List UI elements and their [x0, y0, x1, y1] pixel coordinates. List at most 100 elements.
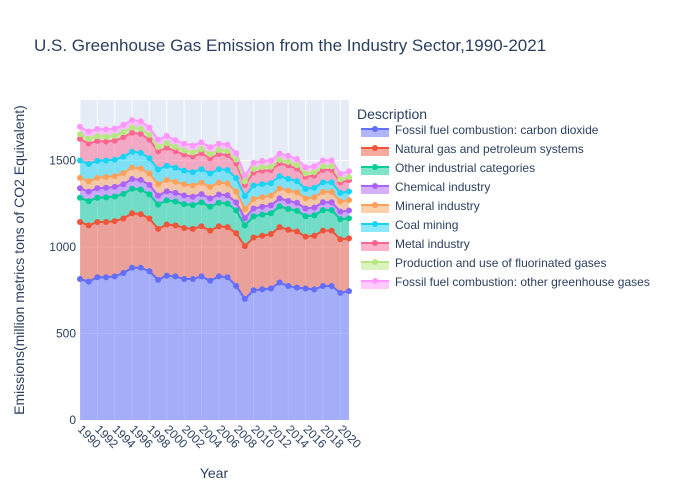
series-1-point[interactable]	[207, 277, 214, 284]
series-4-point[interactable]	[120, 181, 127, 188]
series-2-point[interactable]	[137, 211, 144, 218]
series-9-point[interactable]	[285, 152, 292, 159]
series-6-point[interactable]	[137, 149, 144, 156]
series-3-point[interactable]	[137, 186, 144, 193]
series-4-point[interactable]	[259, 203, 266, 210]
series-5-point[interactable]	[259, 194, 266, 201]
series-5-point[interactable]	[77, 174, 83, 181]
series-7-point[interactable]	[94, 137, 101, 144]
series-1-point[interactable]	[77, 276, 83, 283]
series-5-point[interactable]	[207, 184, 214, 191]
series-2-point[interactable]	[293, 228, 300, 235]
series-4-point[interactable]	[103, 184, 110, 191]
series-6-point[interactable]	[94, 157, 101, 164]
series-2-point[interactable]	[276, 224, 283, 231]
series-6-point[interactable]	[77, 157, 83, 164]
series-5-point[interactable]	[111, 173, 118, 180]
series-4-point[interactable]	[328, 199, 335, 206]
series-5-point[interactable]	[120, 170, 127, 177]
series-9-point[interactable]	[181, 140, 188, 147]
series-8-point[interactable]	[328, 163, 335, 170]
series-2-point[interactable]	[198, 223, 205, 230]
series-5-point[interactable]	[328, 188, 335, 195]
series-8-point[interactable]	[146, 131, 153, 138]
series-1-point[interactable]	[293, 284, 300, 291]
series-6-point[interactable]	[233, 175, 240, 182]
series-7-point[interactable]	[111, 137, 118, 144]
series-8-point[interactable]	[346, 174, 352, 181]
series-5-point[interactable]	[103, 173, 110, 180]
series-8-point[interactable]	[267, 163, 274, 170]
series-4-point[interactable]	[163, 188, 170, 195]
series-7-point[interactable]	[207, 155, 214, 162]
series-9-point[interactable]	[233, 150, 240, 157]
series-3-point[interactable]	[285, 205, 292, 212]
series-6-point[interactable]	[215, 166, 222, 173]
series-9-point[interactable]	[103, 126, 110, 133]
series-4-point[interactable]	[302, 205, 309, 212]
series-4-point[interactable]	[319, 199, 326, 206]
series-1-point[interactable]	[285, 282, 292, 289]
series-1-point[interactable]	[111, 273, 118, 280]
series-2-point[interactable]	[215, 223, 222, 230]
series-6-point[interactable]	[250, 182, 257, 189]
legend-item[interactable]: Fossil fuel combustion: carbon dioxide	[361, 123, 599, 137]
series-8-point[interactable]	[155, 143, 162, 150]
series-1-point[interactable]	[181, 276, 188, 283]
series-2-point[interactable]	[328, 227, 335, 234]
series-2-point[interactable]	[302, 233, 309, 240]
series-8-point[interactable]	[137, 125, 144, 132]
series-5-point[interactable]	[337, 198, 344, 205]
series-1-point[interactable]	[250, 287, 257, 294]
series-4-point[interactable]	[215, 191, 222, 198]
series-5-point[interactable]	[267, 192, 274, 199]
series-6-point[interactable]	[276, 173, 283, 180]
series-1-point[interactable]	[311, 286, 318, 293]
series-4-point[interactable]	[155, 192, 162, 199]
series-4-point[interactable]	[129, 176, 136, 183]
series-5-point[interactable]	[276, 185, 283, 192]
series-3-point[interactable]	[302, 213, 309, 220]
series-3-point[interactable]	[94, 194, 101, 201]
series-3-point[interactable]	[215, 199, 222, 206]
series-2-point[interactable]	[241, 243, 248, 250]
series-9-point[interactable]	[215, 140, 222, 147]
series-8-point[interactable]	[259, 164, 266, 171]
series-1-point[interactable]	[198, 273, 205, 280]
series-9-point[interactable]	[137, 118, 144, 125]
series-2-point[interactable]	[337, 236, 344, 243]
series-1-point[interactable]	[319, 282, 326, 289]
series-2-point[interactable]	[111, 218, 118, 225]
series-1-point[interactable]	[224, 274, 231, 281]
series-2-point[interactable]	[129, 210, 136, 217]
series-6-point[interactable]	[311, 184, 318, 191]
series-7-point[interactable]	[77, 135, 83, 142]
series-8-point[interactable]	[207, 151, 214, 158]
series-8-point[interactable]	[129, 124, 136, 131]
series-5-point[interactable]	[198, 179, 205, 186]
series-2-point[interactable]	[207, 227, 214, 234]
series-6-point[interactable]	[163, 162, 170, 169]
legend-item[interactable]: Coal mining	[361, 218, 458, 232]
series-4-point[interactable]	[77, 185, 83, 192]
series-7-point[interactable]	[181, 151, 188, 158]
series-8-point[interactable]	[163, 140, 170, 147]
series-9-point[interactable]	[293, 155, 300, 162]
series-3-point[interactable]	[346, 215, 352, 222]
series-7-point[interactable]	[172, 148, 179, 155]
series-6-point[interactable]	[181, 167, 188, 174]
series-3-point[interactable]	[111, 193, 118, 200]
series-5-point[interactable]	[163, 176, 170, 183]
series-9-point[interactable]	[267, 157, 274, 164]
series-3-point[interactable]	[198, 199, 205, 206]
series-7-point[interactable]	[103, 138, 110, 145]
series-3-point[interactable]	[311, 212, 318, 219]
series-5-point[interactable]	[85, 178, 92, 185]
series-6-point[interactable]	[337, 189, 344, 196]
legend[interactable]: Fossil fuel combustion: carbon dioxide Na…	[361, 123, 650, 289]
series-2-point[interactable]	[224, 224, 231, 231]
series-7-point[interactable]	[155, 148, 162, 155]
series-8-point[interactable]	[172, 144, 179, 151]
series-1-point[interactable]	[163, 272, 170, 279]
series-6-point[interactable]	[207, 170, 214, 177]
